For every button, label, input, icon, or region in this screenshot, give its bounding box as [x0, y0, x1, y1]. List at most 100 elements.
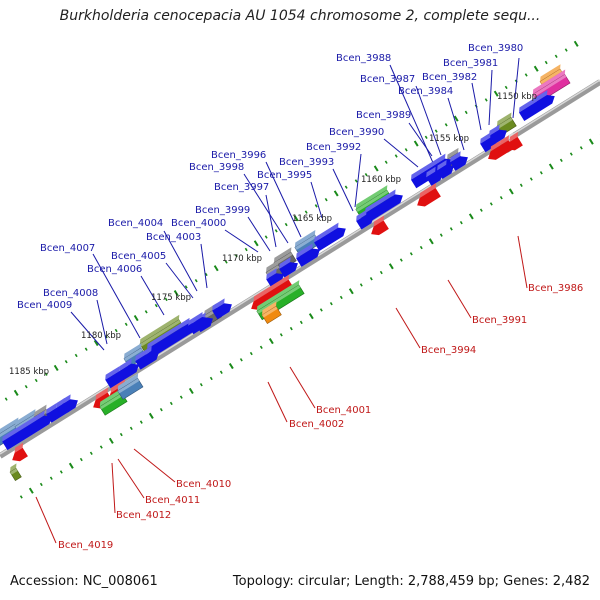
gene-feature[interactable]	[7, 442, 30, 465]
gene-feature[interactable]	[363, 188, 405, 222]
gene-label[interactable]: Bcen_4010	[176, 479, 231, 490]
gene-feature[interactable]	[260, 301, 284, 324]
gene-label[interactable]: Bcen_3980	[468, 43, 523, 54]
strand-tick	[444, 123, 448, 127]
gene-label[interactable]: Bcen_3994	[421, 345, 476, 356]
gene-label[interactable]: Bcen_4003	[146, 232, 201, 243]
strand-tick	[184, 285, 188, 289]
gene-label[interactable]: Bcen_3999	[195, 205, 250, 216]
strand-tick	[253, 240, 259, 247]
gene-feature[interactable]	[0, 420, 36, 451]
strand-tick	[493, 90, 499, 97]
strand-tick	[339, 295, 343, 300]
gene-label[interactable]: Bcen_3981	[443, 58, 498, 69]
gene-label[interactable]: Bcen_4012	[116, 510, 171, 521]
gene-label[interactable]: Bcen_3988	[336, 53, 391, 64]
gene-label[interactable]: Bcen_4004	[108, 218, 163, 229]
gene-feature[interactable]	[8, 463, 24, 482]
gene-label[interactable]: Bcen_4019	[58, 540, 113, 551]
gene-label[interactable]: Bcen_3997	[214, 182, 269, 193]
gene-feature-shine	[139, 319, 181, 347]
gene-feature-shine	[532, 74, 567, 97]
gene-track	[0, 64, 571, 482]
gene-feature[interactable]	[412, 183, 443, 210]
gene-feature[interactable]	[117, 357, 141, 380]
gene-label[interactable]: Bcen_4006	[87, 264, 142, 275]
gene-feature-shine	[266, 265, 280, 276]
gene-feature[interactable]	[478, 131, 500, 153]
top-gene-labels: Bcen_3980 Bcen_3981 Bcen_3982 Bcen_3984 …	[17, 43, 523, 311]
gene-feature[interactable]	[103, 365, 129, 389]
gene-feature[interactable]	[133, 345, 161, 370]
gene-feature[interactable]	[145, 316, 199, 358]
label-connector	[395, 307, 421, 349]
strand-tick	[133, 314, 139, 322]
gene-label[interactable]: Bcen_3989	[356, 110, 411, 121]
strand-tick	[529, 177, 533, 181]
gene-label[interactable]: Bcen_3992	[306, 142, 361, 153]
gene-label[interactable]: Bcen_4005	[111, 251, 166, 262]
gene-feature[interactable]	[366, 215, 391, 238]
gene-feature-body	[426, 171, 443, 186]
label-connector	[265, 161, 302, 238]
label-connector	[383, 138, 419, 168]
gene-feature[interactable]	[448, 150, 470, 171]
gene-feature-top	[426, 166, 436, 178]
gene-feature[interactable]	[502, 131, 525, 154]
gene-feature-top	[10, 463, 17, 473]
strand-tick	[213, 265, 219, 272]
gene-feature[interactable]	[210, 297, 234, 320]
gene-label[interactable]: Bcen_4007	[40, 243, 95, 254]
gene-feature[interactable]	[517, 88, 557, 121]
accession-text: Accession: NC_008061	[10, 574, 158, 589]
gene-feature-body	[296, 248, 320, 267]
kbp-marker: 1150 kbp	[497, 92, 537, 102]
gene-label[interactable]: Bcen_3986	[528, 283, 583, 294]
gene-label[interactable]: Bcen_3998	[189, 162, 244, 173]
gene-label[interactable]: Bcen_4011	[145, 495, 200, 506]
gene-feature-shine	[117, 378, 140, 394]
gene-label[interactable]: Bcen_4000	[171, 218, 226, 229]
strand-tick	[264, 235, 268, 239]
gene-feature[interactable]	[60, 393, 80, 413]
gene-feature-top	[279, 257, 291, 270]
gene-feature-shine	[294, 234, 317, 250]
gene-feature[interactable]	[312, 221, 348, 252]
gene-feature[interactable]	[186, 310, 212, 335]
gene-feature-top	[262, 301, 277, 316]
gene-feature[interactable]	[294, 242, 322, 267]
gene-label[interactable]: Bcen_3993	[279, 157, 334, 168]
label-connector	[133, 448, 176, 483]
strand-tick	[13, 389, 19, 396]
gene-label[interactable]: Bcen_3982	[422, 72, 477, 83]
gene-label[interactable]: Bcen_3995	[257, 170, 312, 181]
gene-label[interactable]: Bcen_3984	[398, 86, 453, 97]
gene-label[interactable]: Bcen_3990	[329, 127, 384, 138]
label-connector	[310, 181, 323, 219]
gene-feature[interactable]	[246, 274, 296, 313]
gene-label[interactable]: Bcen_4001	[316, 405, 371, 416]
strand-tick	[274, 229, 278, 233]
gene-feature[interactable]	[424, 165, 445, 186]
gene-feature[interactable]	[264, 267, 286, 288]
gene-feature-top	[15, 409, 36, 427]
strand-tick	[304, 210, 308, 214]
label-connector	[35, 496, 57, 544]
gene-label[interactable]: Bcen_4009	[17, 300, 72, 311]
gene-feature[interactable]	[116, 373, 146, 400]
gene-feature[interactable]	[24, 409, 54, 436]
gene-label[interactable]: Bcen_3991	[472, 315, 527, 326]
gene-label[interactable]: Bcen_3996	[211, 150, 266, 161]
gene-label[interactable]: Bcen_3987	[360, 74, 415, 85]
gene-label[interactable]: Bcen_4008	[43, 288, 98, 299]
gene-feature-body	[2, 426, 34, 451]
gene-label[interactable]: Bcen_4002	[289, 419, 344, 430]
gene-feature-body	[212, 303, 232, 320]
gene-feature[interactable]	[354, 208, 376, 230]
label-connector	[267, 381, 288, 423]
gene-feature[interactable]	[277, 256, 300, 278]
strand-tick	[588, 138, 594, 145]
strand-tick	[34, 378, 38, 383]
gene-feature-top	[447, 147, 459, 160]
